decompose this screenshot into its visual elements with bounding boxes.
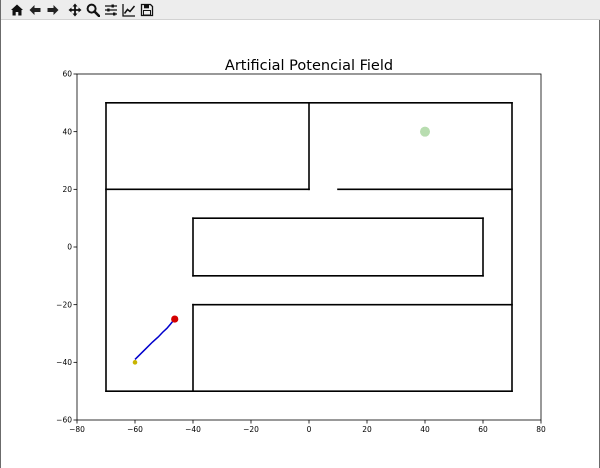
walls-layer [105,102,513,392]
y-axis-ticks: −60 −40 −20 0 20 40 60 [56,70,77,425]
x-tick-label: 80 [536,425,546,434]
goal-point [420,126,430,137]
x-tick-label: −20 [243,425,259,434]
x-axis-ticks: −80 −60 −40 −20 0 20 40 60 80 [69,420,546,434]
plot-figure: Artificial Potencial Field −80 −60 −40 −20 0… [1,21,600,468]
x-tick-label: 20 [362,425,372,434]
zoom-icon [86,3,100,17]
save-button[interactable] [139,2,155,18]
configure-subplots-icon [105,4,117,15]
y-tick-label: −20 [56,300,72,309]
back-icon [29,4,41,15]
robot-point [171,315,179,323]
navigation-toolbar [1,0,600,20]
edit-axis-button[interactable] [121,2,137,18]
plot-canvas: Artificial Potencial Field −80 −60 −40 −20 0… [56,58,546,434]
chart-title: Artificial Potencial Field [225,58,393,74]
save-icon [140,3,154,16]
edit-axis-icon [122,3,136,17]
y-tick-label: 20 [62,185,72,194]
y-tick-label: −40 [56,358,72,367]
y-tick-label: 60 [62,70,72,79]
home-icon [11,4,23,15]
back-button[interactable] [27,2,43,18]
forward-button[interactable] [45,2,61,18]
y-tick-label: −60 [56,416,72,425]
x-tick-label: −60 [127,425,143,434]
configure-subplots-button[interactable] [103,2,119,18]
x-tick-label: −80 [69,425,85,434]
y-tick-label: 40 [62,127,72,136]
pan-icon [68,3,82,16]
x-tick-label: −40 [185,425,201,434]
home-button[interactable] [9,2,25,18]
x-tick-label: 60 [478,425,488,434]
marks-layer [132,126,430,365]
zoom-button[interactable] [85,2,101,18]
start-point [132,360,138,365]
pan-button[interactable] [67,2,83,18]
forward-icon [47,4,59,15]
x-tick-label: 40 [420,425,430,434]
y-tick-label: 0 [67,243,72,252]
path-line [134,319,175,360]
x-tick-label: 0 [307,425,312,434]
